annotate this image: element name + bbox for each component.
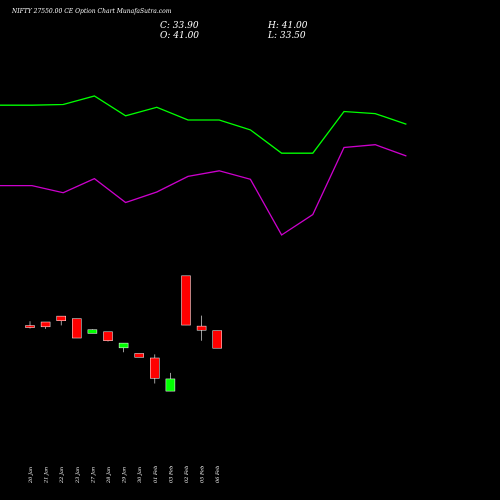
- candle-body: [25, 325, 35, 328]
- x-tick-label: 23 Jan: [75, 467, 81, 484]
- candle: [118, 342, 129, 353]
- x-tick-label: 01 Feb: [153, 466, 159, 483]
- candle-body: [40, 321, 51, 328]
- x-tick-label: 20 Jan: [28, 467, 34, 484]
- x-tick-label: 27 Jan: [90, 467, 96, 484]
- candle: [40, 321, 51, 329]
- candle-body: [196, 325, 207, 331]
- candle: [103, 331, 113, 342]
- candle-body: [87, 329, 98, 334]
- indicator-line-1: [0, 95, 407, 154]
- candles: [25, 275, 222, 392]
- x-tick-label: 06 Feb: [215, 466, 221, 483]
- candle: [196, 315, 207, 341]
- candle-body: [72, 318, 82, 339]
- x-tick-label: 05 Feb: [200, 466, 206, 483]
- candle-body: [118, 342, 129, 349]
- x-tick-label: 29 Jan: [122, 467, 128, 484]
- candle: [56, 315, 66, 326]
- x-tick-label: 22 Jan: [59, 467, 65, 484]
- candle: [212, 330, 222, 349]
- candle: [87, 329, 98, 334]
- candle: [165, 372, 176, 392]
- candle-body: [56, 315, 66, 322]
- candle-body: [103, 331, 113, 341]
- high-value: H: 41.00: [267, 21, 308, 31]
- close-value: C: 33.90: [160, 21, 199, 31]
- chart-title: NIFTY 27550.00 CE Option Chart MunafaSut…: [11, 8, 172, 15]
- open-value: O: 41.00: [160, 31, 199, 41]
- candle: [181, 275, 191, 326]
- candle: [134, 353, 144, 358]
- candle: [25, 321, 35, 329]
- x-tick-label: 30 Jan: [137, 467, 143, 483]
- x-tick-label: 21 Jan: [44, 467, 50, 484]
- candle-body: [134, 353, 144, 358]
- x-axis-ticks: 20 Jan 21 Jan 22 Jan 23 Jan 27 Jan 28 Jan 29 J…: [28, 466, 221, 484]
- candle-body: [181, 275, 191, 326]
- x-tick-label: 03 Feb: [168, 466, 174, 483]
- candle-body: [165, 378, 176, 392]
- candle: [150, 354, 160, 384]
- low-value: L: 33.50: [267, 31, 306, 41]
- indicator-line-2: [0, 144, 407, 236]
- candle: [72, 318, 82, 339]
- indicator-lines: [0, 95, 407, 236]
- x-tick-label: 28 Jan: [106, 467, 112, 484]
- candle-body: [212, 330, 222, 349]
- candle-body: [150, 357, 160, 379]
- x-tick-label: 02 Feb: [184, 466, 190, 483]
